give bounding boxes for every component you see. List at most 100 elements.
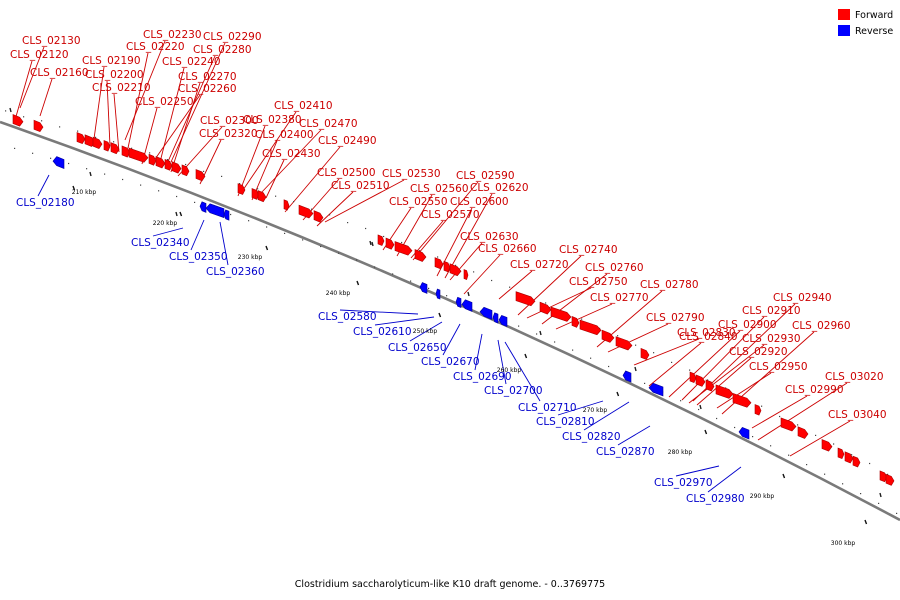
reverse-gene-label[interactable]: CLS_02700 xyxy=(484,385,543,397)
forward-gene-block[interactable] xyxy=(821,439,833,452)
forward-gene-block[interactable] xyxy=(313,210,324,223)
forward-gene-label[interactable]: CLS_02550 xyxy=(389,196,448,208)
forward-gene-label[interactable]: CLS_02750 xyxy=(569,276,628,288)
forward-gene-block[interactable] xyxy=(283,199,290,211)
reverse-gene-block[interactable] xyxy=(479,306,493,320)
reverse-gene-block[interactable] xyxy=(223,209,230,221)
forward-gene-block[interactable] xyxy=(76,132,86,145)
forward-gene-label[interactable]: CLS_02130 xyxy=(22,35,81,47)
forward-gene-label[interactable]: CLS_02290 xyxy=(203,31,262,43)
reverse-gene-block[interactable] xyxy=(199,201,207,213)
forward-gene-label[interactable]: CLS_02960 xyxy=(792,320,851,332)
forward-gene-block[interactable] xyxy=(110,142,120,155)
forward-gene-label[interactable]: CLS_02930 xyxy=(742,333,801,345)
forward-gene-block[interactable] xyxy=(164,158,173,171)
forward-gene-label[interactable]: CLS_02770 xyxy=(590,292,649,304)
forward-gene-label[interactable]: CLS_02490 xyxy=(318,135,377,147)
forward-gene-label[interactable]: CLS_02560 xyxy=(410,183,469,195)
forward-gene-label[interactable]: CLS_02220 xyxy=(126,41,185,53)
forward-gene-label[interactable]: CLS_02320 xyxy=(199,128,258,140)
forward-gene-label[interactable]: CLS_02120 xyxy=(10,49,69,61)
forward-gene-block[interactable] xyxy=(539,301,552,315)
forward-gene-block[interactable] xyxy=(601,329,615,343)
forward-gene-block[interactable] xyxy=(33,119,44,133)
forward-gene-block[interactable] xyxy=(463,269,469,281)
forward-gene-label[interactable]: CLS_02250 xyxy=(135,96,194,108)
forward-gene-block[interactable] xyxy=(195,169,206,182)
forward-gene-label[interactable]: CLS_02720 xyxy=(510,259,569,271)
forward-gene-block[interactable] xyxy=(695,374,706,387)
reverse-gene-label[interactable]: CLS_02710 xyxy=(518,402,577,414)
reverse-gene-label[interactable]: CLS_02970 xyxy=(654,477,713,489)
forward-gene-block[interactable] xyxy=(837,447,845,460)
forward-gene-block[interactable] xyxy=(689,371,697,384)
forward-gene-label[interactable]: CLS_02380 xyxy=(243,114,302,126)
forward-gene-block[interactable] xyxy=(103,140,111,152)
forward-gene-block[interactable] xyxy=(615,336,633,351)
forward-gene-block[interactable] xyxy=(754,404,762,416)
forward-gene-label[interactable]: CLS_02430 xyxy=(262,148,321,160)
forward-gene-label[interactable]: CLS_02790 xyxy=(646,312,705,324)
forward-gene-label[interactable]: CLS_02200 xyxy=(85,69,144,81)
reverse-gene-label[interactable]: CLS_02650 xyxy=(388,342,447,354)
forward-gene-block[interactable] xyxy=(797,426,809,439)
reverse-gene-block[interactable] xyxy=(455,296,462,309)
forward-gene-label[interactable]: CLS_03020 xyxy=(825,371,884,383)
forward-gene-block[interactable] xyxy=(171,161,182,174)
forward-gene-block[interactable] xyxy=(443,260,451,273)
reverse-gene-label[interactable]: CLS_02180 xyxy=(16,197,75,209)
forward-gene-block[interactable] xyxy=(298,204,314,219)
forward-gene-label[interactable]: CLS_02910 xyxy=(742,305,801,317)
forward-gene-label[interactable]: CLS_02940 xyxy=(773,292,832,304)
forward-gene-label[interactable]: CLS_02840 xyxy=(679,331,738,343)
forward-gene-block[interactable] xyxy=(449,263,462,277)
forward-gene-block[interactable] xyxy=(640,347,650,360)
reverse-gene-label[interactable]: CLS_02340 xyxy=(131,237,190,249)
forward-gene-block[interactable] xyxy=(181,164,190,177)
forward-gene-block[interactable] xyxy=(414,249,427,262)
forward-gene-label[interactable]: CLS_02190 xyxy=(82,55,141,67)
forward-gene-label[interactable]: CLS_02280 xyxy=(193,44,252,56)
forward-gene-label[interactable]: CLS_02240 xyxy=(162,56,221,68)
forward-gene-block[interactable] xyxy=(515,291,536,307)
forward-gene-block[interactable] xyxy=(550,306,572,322)
reverse-gene-label[interactable]: CLS_02820 xyxy=(562,431,621,443)
forward-gene-block[interactable] xyxy=(128,147,149,163)
forward-gene-label[interactable]: CLS_02410 xyxy=(274,100,333,112)
forward-gene-block[interactable] xyxy=(579,319,602,336)
forward-gene-label[interactable]: CLS_02470 xyxy=(299,118,358,130)
forward-gene-block[interactable] xyxy=(732,392,752,408)
reverse-gene-label[interactable]: CLS_02610 xyxy=(353,326,412,338)
reverse-gene-label[interactable]: CLS_02360 xyxy=(206,266,265,278)
forward-gene-label[interactable]: CLS_02260 xyxy=(178,83,237,95)
forward-gene-label[interactable]: CLS_02400 xyxy=(255,129,314,141)
forward-gene-block[interactable] xyxy=(237,183,246,195)
forward-gene-label[interactable]: CLS_02660 xyxy=(478,243,537,255)
reverse-gene-label[interactable]: CLS_02350 xyxy=(169,251,228,263)
reverse-gene-block[interactable] xyxy=(738,427,750,440)
forward-gene-block[interactable] xyxy=(121,145,131,158)
forward-gene-label[interactable]: CLS_02630 xyxy=(460,231,519,243)
reverse-gene-block[interactable] xyxy=(461,299,473,312)
reverse-gene-label[interactable]: CLS_02580 xyxy=(318,311,377,323)
forward-gene-label[interactable]: CLS_02990 xyxy=(785,384,844,396)
reverse-gene-block[interactable] xyxy=(205,203,225,219)
forward-gene-label[interactable]: CLS_02600 xyxy=(450,196,509,208)
reverse-gene-label[interactable]: CLS_02810 xyxy=(536,416,595,428)
forward-gene-label[interactable]: CLS_02160 xyxy=(30,67,89,79)
forward-gene-block[interactable] xyxy=(885,473,895,486)
reverse-gene-block[interactable] xyxy=(419,282,428,294)
forward-gene-label[interactable]: CLS_02530 xyxy=(382,168,441,180)
forward-gene-block[interactable] xyxy=(394,241,413,256)
forward-gene-label[interactable]: CLS_02270 xyxy=(178,71,237,83)
reverse-gene-block[interactable] xyxy=(498,314,508,327)
forward-gene-label[interactable]: CLS_02740 xyxy=(559,244,618,256)
forward-gene-block[interactable] xyxy=(12,114,24,127)
forward-gene-block[interactable] xyxy=(705,379,715,392)
forward-gene-label[interactable]: CLS_02830 xyxy=(677,327,736,339)
forward-gene-block[interactable] xyxy=(571,316,580,328)
forward-gene-label[interactable]: CLS_02590 xyxy=(456,170,515,182)
forward-gene-block[interactable] xyxy=(852,455,861,468)
forward-gene-label[interactable]: CLS_02780 xyxy=(640,279,699,291)
forward-gene-block[interactable] xyxy=(377,234,385,246)
